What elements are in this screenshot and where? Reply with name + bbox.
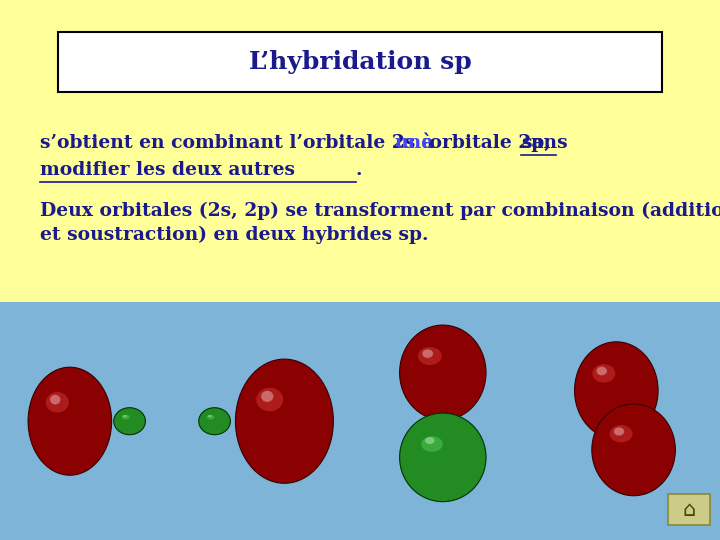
Ellipse shape: [207, 415, 215, 420]
Ellipse shape: [400, 413, 486, 502]
Ellipse shape: [418, 347, 441, 365]
Ellipse shape: [400, 325, 486, 420]
Ellipse shape: [575, 342, 658, 439]
Ellipse shape: [592, 404, 675, 496]
Ellipse shape: [261, 391, 274, 402]
Ellipse shape: [422, 349, 433, 358]
Ellipse shape: [123, 415, 127, 417]
Ellipse shape: [596, 367, 607, 375]
Text: L’hybridation sp: L’hybridation sp: [248, 50, 472, 74]
Text: sans: sans: [521, 134, 568, 152]
Ellipse shape: [199, 408, 230, 435]
Text: orbitale 2p,: orbitale 2p,: [423, 134, 558, 152]
Ellipse shape: [610, 425, 633, 442]
Ellipse shape: [122, 415, 130, 420]
Ellipse shape: [593, 364, 616, 383]
Ellipse shape: [425, 437, 435, 444]
Text: ⌂: ⌂: [683, 500, 696, 520]
Text: et soustraction) en deux hybrides sp.: et soustraction) en deux hybrides sp.: [40, 226, 428, 244]
Text: une: une: [395, 134, 433, 152]
Ellipse shape: [421, 436, 443, 452]
Ellipse shape: [208, 415, 212, 417]
Bar: [58, 32, 662, 92]
Bar: [0, 0, 720, 302]
Text: .: .: [356, 161, 362, 179]
Ellipse shape: [28, 367, 112, 475]
Ellipse shape: [235, 359, 333, 483]
Ellipse shape: [46, 392, 69, 413]
Text: modifier les deux autres: modifier les deux autres: [40, 161, 294, 179]
Text: Deux orbitales (2s, 2p) se transforment par combinaison (addition: Deux orbitales (2s, 2p) se transforment …: [40, 201, 720, 220]
Ellipse shape: [256, 388, 283, 411]
Ellipse shape: [613, 427, 624, 436]
Bar: [668, 494, 710, 525]
Bar: [0, 302, 720, 540]
Ellipse shape: [50, 395, 60, 404]
Text: s’obtient en combinant l’orbitale 2s à: s’obtient en combinant l’orbitale 2s à: [40, 134, 440, 152]
Ellipse shape: [114, 408, 145, 435]
